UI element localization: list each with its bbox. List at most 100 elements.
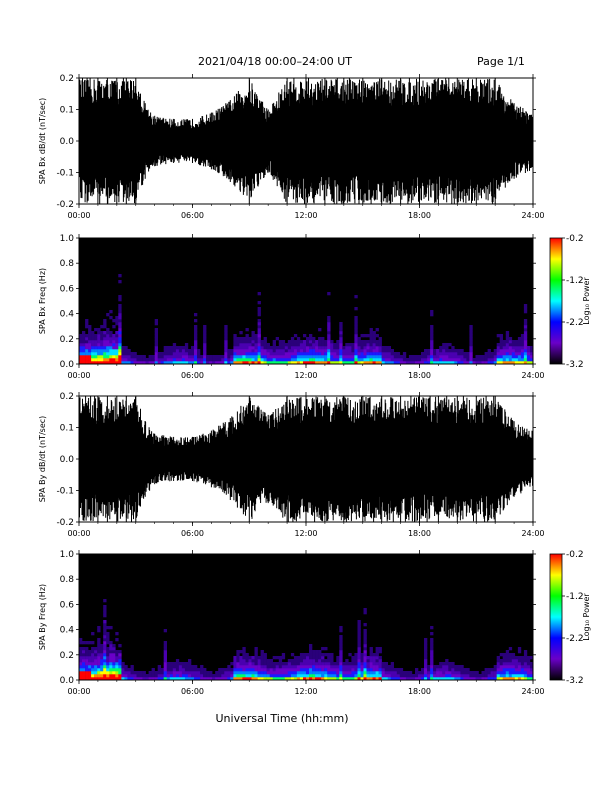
spectrogram-cell bbox=[321, 665, 325, 669]
spectrogram-cell bbox=[312, 340, 316, 344]
spectrogram-cell bbox=[106, 674, 110, 678]
spectrogram-cell bbox=[430, 313, 434, 317]
spectrogram-cell bbox=[442, 346, 446, 350]
spectrogram-cell bbox=[100, 355, 104, 359]
spectrogram-cell bbox=[166, 358, 171, 362]
spectrogram-cell bbox=[363, 334, 367, 338]
spectrogram-cell bbox=[103, 653, 107, 657]
spectrogram-cell bbox=[493, 671, 497, 675]
colorbar-label: Log₁₀ Power bbox=[582, 277, 591, 325]
spectrogram-cell bbox=[526, 659, 531, 663]
spectrogram-cell bbox=[439, 662, 443, 666]
spectrogram-cell bbox=[194, 665, 198, 669]
spectrogram-cell bbox=[372, 361, 376, 365]
spectrogram-cell bbox=[433, 668, 437, 672]
spectrogram-cell bbox=[136, 361, 140, 365]
spectrogram-cell bbox=[91, 647, 95, 651]
spectrogram-cell bbox=[523, 325, 528, 329]
spectrogram-cell bbox=[266, 343, 270, 347]
spectrogram-cell bbox=[306, 674, 310, 678]
spectrogram-cell bbox=[505, 659, 510, 663]
spectrogram-cell bbox=[88, 346, 92, 350]
spectrogram-cell bbox=[124, 668, 128, 672]
spectrogram-cell bbox=[424, 349, 428, 353]
spectrogram-cell bbox=[363, 662, 367, 666]
spectrogram-cell bbox=[233, 346, 237, 350]
y-tick-label: 0.4 bbox=[60, 310, 75, 320]
spectrogram-cell bbox=[396, 361, 401, 365]
spectrogram-cell bbox=[348, 361, 352, 365]
spectrogram-cell bbox=[233, 352, 237, 356]
spectrogram-cell bbox=[215, 358, 219, 362]
spectrogram-cell bbox=[172, 665, 177, 669]
spectrogram-cell bbox=[508, 665, 513, 669]
spectrogram-cell bbox=[251, 659, 255, 663]
spectrogram-cell bbox=[160, 355, 164, 359]
spectrogram-cell bbox=[160, 677, 164, 681]
spectrogram-cell bbox=[263, 361, 267, 365]
spectrogram-cell bbox=[357, 337, 361, 341]
spectrogram-cell bbox=[366, 665, 370, 669]
spectrogram-cell bbox=[415, 358, 419, 362]
spectrogram-cell bbox=[118, 295, 122, 299]
spectrogram-cell bbox=[393, 677, 398, 681]
spectrogram-cell bbox=[278, 671, 283, 675]
spectrogram-cell bbox=[496, 343, 500, 347]
x-tick-label: 12:00 bbox=[294, 529, 317, 538]
envelope-point bbox=[400, 78, 402, 204]
spectrogram-cell bbox=[342, 662, 346, 666]
spectrogram-cell bbox=[321, 355, 325, 359]
spectrogram-cell bbox=[163, 665, 167, 669]
spectrogram-cell bbox=[366, 334, 370, 338]
spectrogram-cell bbox=[321, 647, 325, 651]
spectrogram-cell bbox=[312, 349, 316, 353]
spectrogram-cell bbox=[430, 641, 434, 645]
spectrogram-cell bbox=[508, 346, 513, 350]
spectrogram-cell bbox=[91, 677, 95, 681]
spectrogram-cell bbox=[88, 671, 92, 675]
spectrogram-cell bbox=[224, 674, 228, 678]
spectrogram-cell bbox=[227, 674, 231, 678]
spectrogram-cell bbox=[169, 349, 174, 353]
spectrogram-cell bbox=[439, 349, 443, 353]
spectrogram-cell bbox=[363, 650, 367, 654]
spectrogram-cell bbox=[269, 668, 273, 672]
spectrogram-cell bbox=[411, 361, 416, 365]
spectrogram-cell bbox=[324, 662, 328, 666]
header-title: 2021/04/18 00:00–24:00 UT bbox=[198, 55, 352, 68]
spectrogram-cell bbox=[345, 358, 349, 362]
spectrogram-cell bbox=[127, 674, 131, 678]
spectrogram-cell bbox=[203, 674, 207, 678]
spectrogram-cell bbox=[296, 355, 301, 359]
spectrogram-cell bbox=[103, 671, 107, 675]
spectrogram-cell bbox=[100, 325, 104, 329]
spectrogram-cell bbox=[303, 352, 307, 356]
spectrogram-cell bbox=[363, 608, 367, 612]
spectrogram-cell bbox=[287, 340, 292, 344]
spectrogram-cell bbox=[112, 349, 116, 353]
spectrogram-cell bbox=[97, 358, 101, 362]
spectrogram-cell bbox=[484, 668, 488, 672]
spectrogram-cell bbox=[354, 656, 358, 660]
spectrogram-cell bbox=[106, 647, 110, 651]
spectrogram-cell bbox=[91, 343, 95, 347]
spectrogram-cell bbox=[124, 358, 128, 362]
spectrogram-cell bbox=[381, 349, 385, 353]
spectrogram-cell bbox=[151, 671, 155, 675]
spectrogram-cell bbox=[348, 653, 352, 657]
spectrogram-cell bbox=[169, 361, 174, 365]
spectrogram-cell bbox=[203, 340, 207, 344]
spectrogram-cell bbox=[79, 343, 83, 347]
spectrogram-cell bbox=[221, 358, 225, 362]
spectrogram-cell bbox=[357, 358, 361, 362]
spectrogram-cell bbox=[393, 358, 398, 362]
spectrogram-cell bbox=[206, 361, 210, 365]
spectrogram-cell bbox=[203, 343, 207, 347]
spectrogram-cell bbox=[366, 668, 370, 672]
spectrogram-cell bbox=[493, 674, 497, 678]
spectrogram-cell bbox=[460, 352, 464, 356]
spectrogram-cell bbox=[242, 653, 246, 657]
spectrogram-cell bbox=[430, 659, 434, 663]
spectrogram-cell bbox=[296, 337, 301, 341]
spectrogram-cell bbox=[115, 653, 119, 657]
